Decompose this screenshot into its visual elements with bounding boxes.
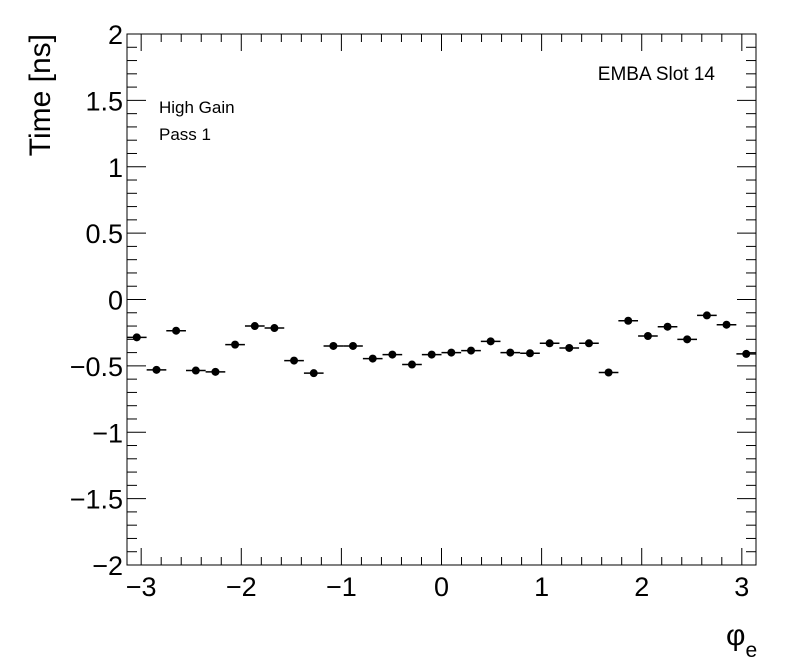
data-point — [447, 348, 456, 357]
x-axis-symbol: φ — [726, 619, 745, 652]
major-ticks — [127, 33, 756, 566]
data-point — [545, 339, 554, 348]
data-point — [152, 365, 161, 374]
data-point — [132, 333, 141, 342]
y-axis-title: Time [ns] — [24, 34, 57, 156]
y-tick-label: 1.5 — [85, 86, 123, 116]
y-tick-label: 2 — [108, 20, 123, 50]
x-tick-label: −2 — [226, 572, 257, 602]
annotation-module: EMBA Slot 14 — [598, 64, 716, 85]
data-point — [643, 332, 652, 341]
x-tick-label: −1 — [326, 572, 357, 602]
data-point — [191, 366, 200, 375]
x-tick-label: −3 — [126, 572, 157, 602]
data-points — [127, 311, 756, 378]
y-tick-label: −2 — [92, 551, 123, 581]
x-tick-label: 3 — [734, 572, 749, 602]
x-tick-labels: −3 −2 −1 0 1 2 3 — [126, 572, 750, 602]
x-tick-label: 0 — [434, 572, 449, 602]
data-point — [624, 316, 633, 325]
data-point — [368, 354, 377, 363]
y-tick-label: 1 — [108, 153, 123, 183]
data-point — [506, 348, 515, 357]
data-point — [525, 349, 534, 358]
data-point — [231, 340, 240, 349]
data-point — [467, 346, 476, 355]
y-tick-label: −1.5 — [70, 485, 123, 515]
data-point — [407, 360, 416, 369]
y-tick-label: −1 — [92, 418, 123, 448]
data-point — [427, 350, 436, 359]
annotation-gain: High Gain — [159, 98, 235, 117]
data-point — [702, 311, 711, 320]
data-point — [250, 322, 259, 331]
data-point — [565, 343, 574, 352]
minor-ticks — [127, 34, 756, 565]
data-point — [604, 368, 613, 377]
data-point — [270, 324, 279, 333]
x-axis-title: φe — [726, 619, 757, 662]
x-tick-label: 2 — [634, 572, 649, 602]
data-point — [742, 349, 751, 358]
data-point — [486, 337, 495, 346]
data-point — [349, 341, 358, 350]
y-tick-label: 0.5 — [85, 219, 123, 249]
data-point — [329, 341, 338, 350]
data-point — [290, 356, 299, 365]
data-point — [722, 320, 731, 329]
annotation-pass: Pass 1 — [159, 125, 211, 144]
data-point — [388, 350, 397, 359]
data-point — [663, 322, 672, 331]
data-point — [211, 367, 220, 376]
x-tick-label: 1 — [534, 572, 549, 602]
y-tick-label: −0.5 — [70, 352, 123, 382]
x-axis-subscript: e — [745, 639, 757, 662]
data-point — [309, 369, 318, 378]
data-point — [584, 339, 593, 348]
y-tick-label: 0 — [108, 286, 123, 316]
y-tick-labels: −2 −1.5 −1 −0.5 0 0.5 1 1.5 2 — [70, 20, 123, 581]
data-point — [172, 326, 181, 335]
data-point — [683, 335, 692, 344]
